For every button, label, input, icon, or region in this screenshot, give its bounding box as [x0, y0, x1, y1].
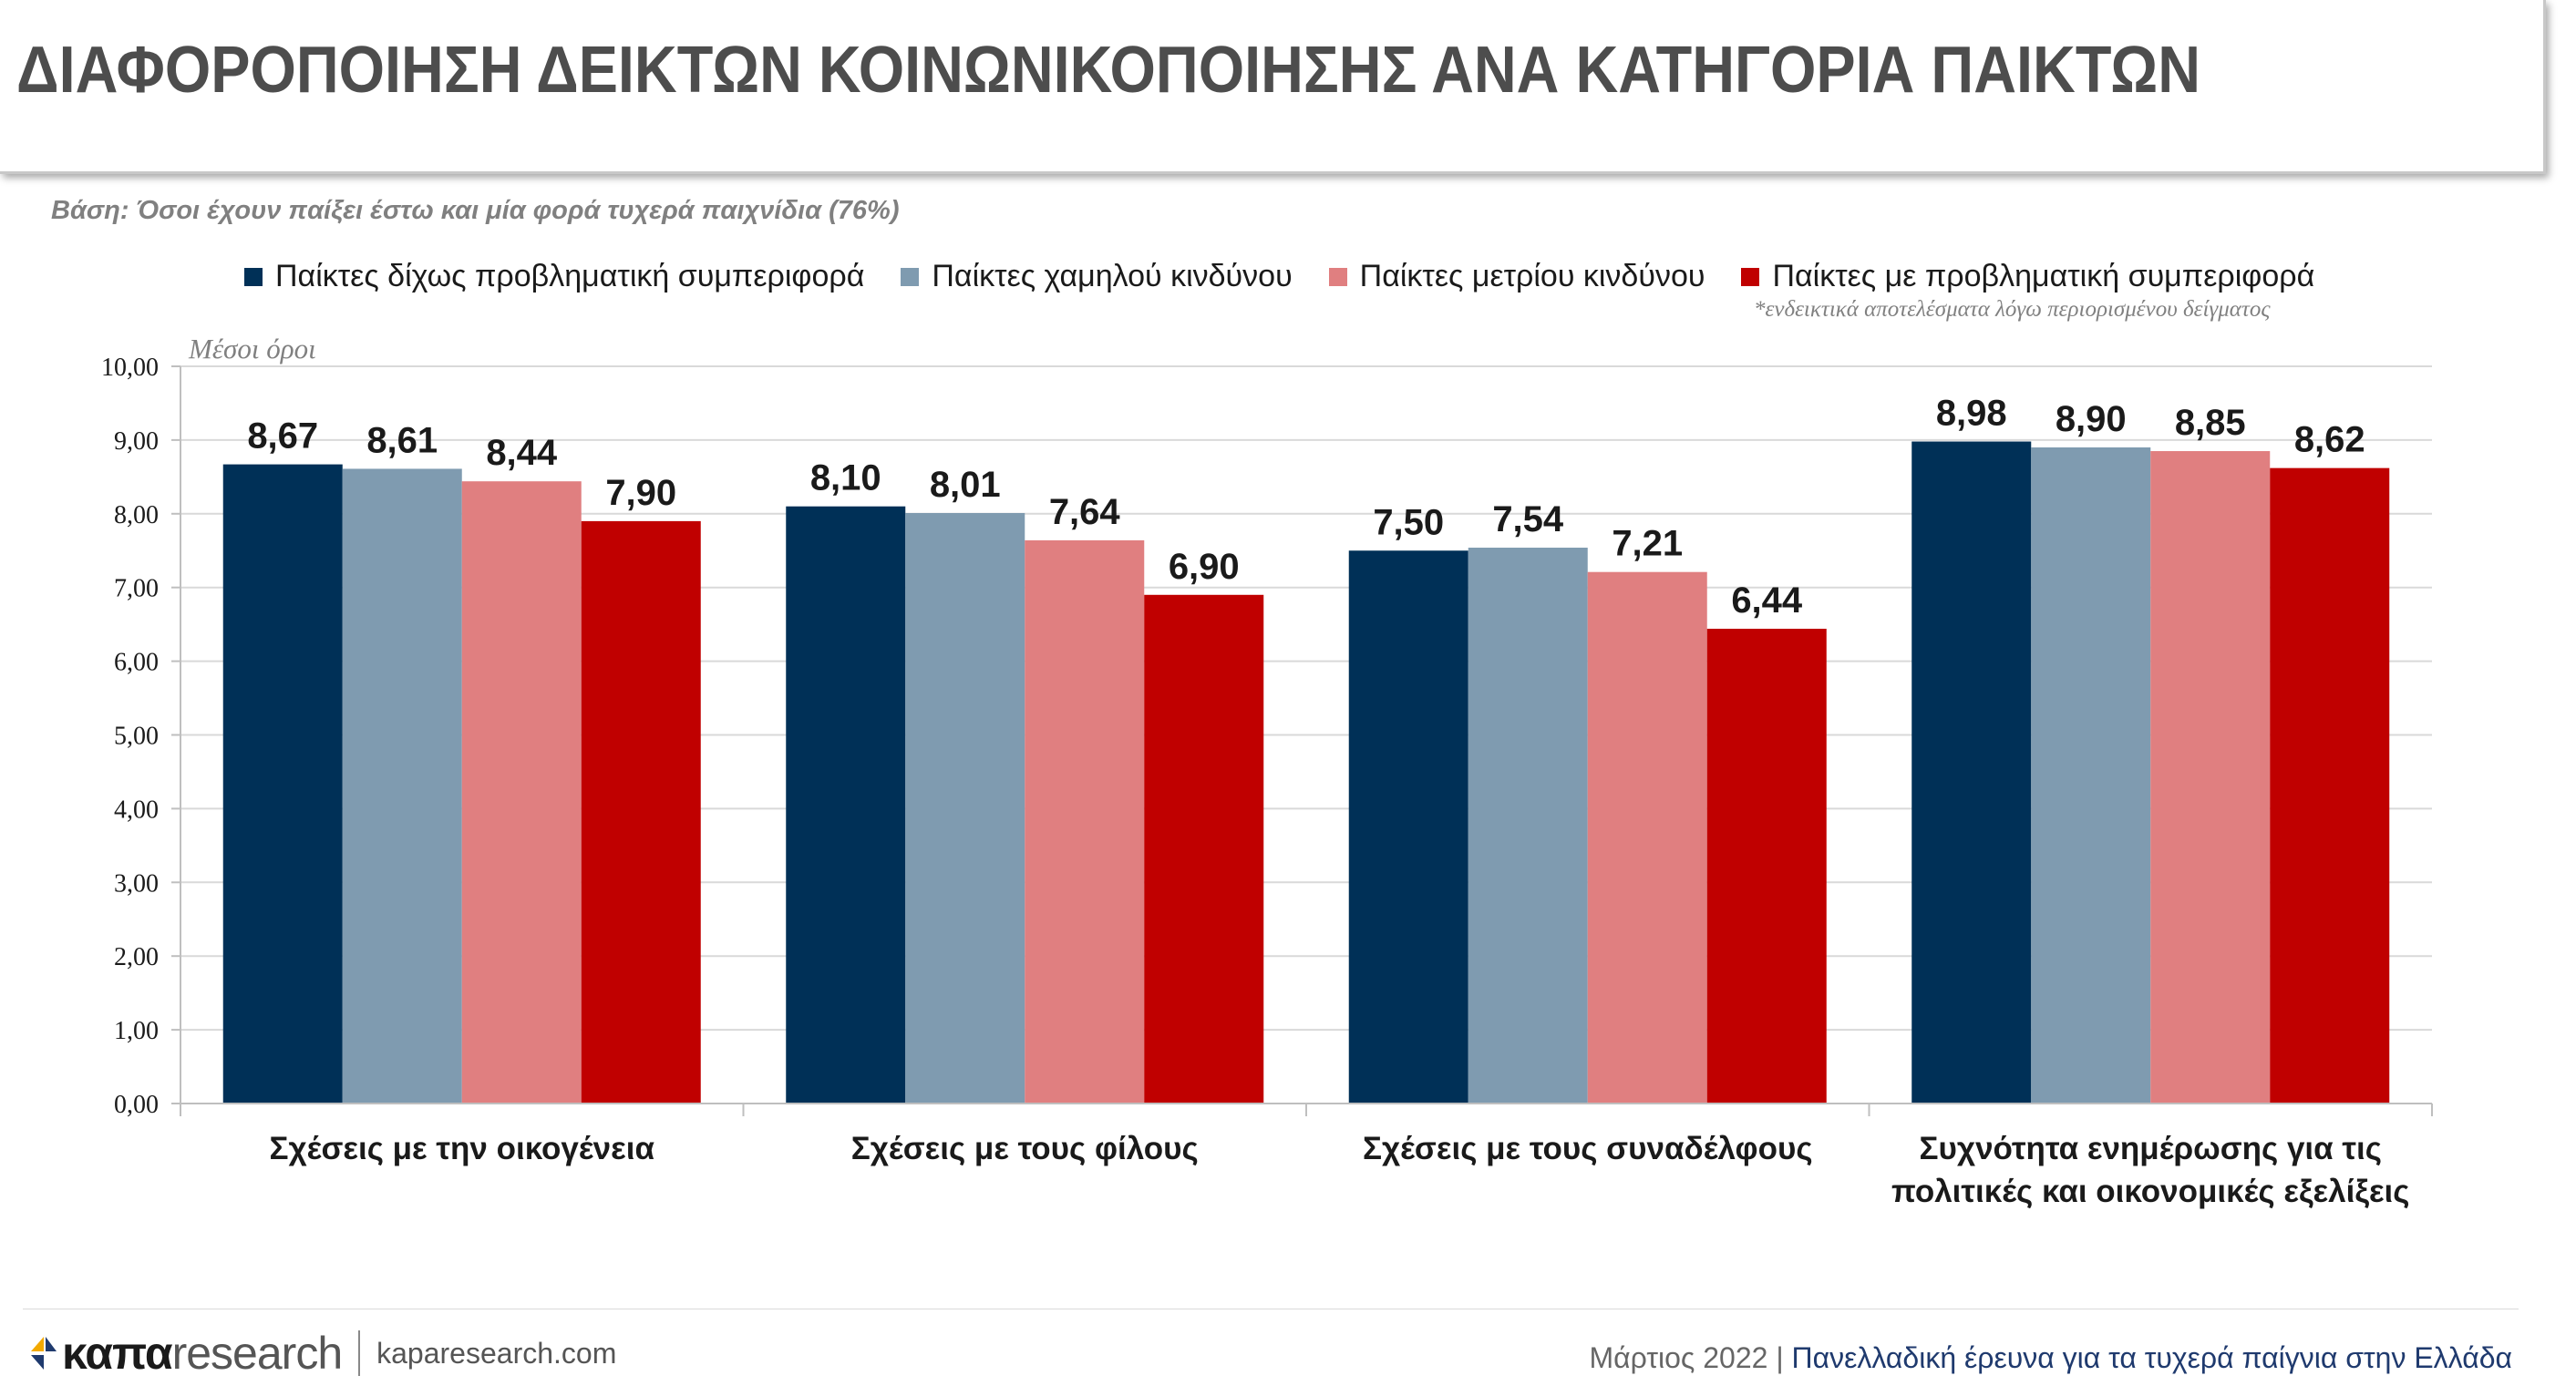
y-tick-label: 5,00 — [114, 723, 159, 751]
category-label: πολιτικές και οικονομικές εξελίξεις — [1891, 1174, 2409, 1209]
bar — [581, 520, 701, 1104]
bar — [2270, 467, 2390, 1104]
data-label: 8,62 — [2294, 420, 2365, 460]
bar — [1587, 571, 1707, 1104]
data-label: 8,01 — [930, 465, 1001, 505]
data-label: 8,98 — [1936, 394, 2007, 434]
y-tick-label: 9,00 — [114, 427, 159, 456]
y-axis-label: Μέσοι όροι — [188, 333, 316, 364]
y-tick-label: 7,00 — [114, 575, 159, 603]
legend-label: Παίκτες μετρίου κινδύνου — [1359, 259, 1705, 293]
bar — [905, 512, 1025, 1104]
data-label: 7,90 — [605, 473, 676, 513]
bar — [1468, 548, 1588, 1104]
data-label: 8,85 — [2175, 403, 2246, 443]
logo-separator — [358, 1330, 361, 1376]
bar-chart: 0,00 1,00 2,00 3,00 4,00 5,00 6,00 7,00 8,00 9,00… — [101, 333, 2433, 1209]
bar — [1911, 441, 2032, 1104]
legend-swatch — [1328, 267, 1347, 286]
bar — [1348, 550, 1468, 1104]
y-tick-label: 1,00 — [114, 1017, 159, 1045]
footer-survey-title: Πανελλαδική έρευνα για τα τυχερά παίγνια… — [1791, 1341, 2512, 1374]
data-label: 7,21 — [1612, 524, 1683, 564]
chart-legend: Παίκτες δίχως προβληματική συμπεριφορά Πα… — [244, 259, 2314, 294]
bar — [786, 506, 906, 1104]
title-banner: ΔΙΑΦΟΡΟΠΟΙΗΣΗ ΔΕΙΚΤΩΝ ΚΟΙΝΩΝΙΚΟΠΟΙΗΣΗΣ Α… — [0, 0, 2546, 174]
legend-item: Παίκτες με προβληματική συμπεριφορά — [1741, 259, 2314, 294]
y-tick-label: 4,00 — [114, 796, 159, 824]
page-title: ΔΙΑΦΟΡΟΠΟΙΗΣΗ ΔΕΙΚΤΩΝ ΚΟΙΝΩΝΙΚΟΠΟΙΗΣΗΣ Α… — [16, 34, 2200, 107]
y-tick-label: 2,00 — [114, 943, 159, 971]
bar — [1025, 539, 1145, 1104]
category-label: Σχέσεις με την οικογένεια — [270, 1131, 655, 1166]
data-label: 8,61 — [366, 420, 438, 460]
category-label: Σχέσεις με τους φίλους — [851, 1131, 1199, 1166]
footer-website: kaparesearch.com — [376, 1336, 617, 1370]
bar — [461, 481, 582, 1104]
data-label: 8,90 — [2056, 399, 2127, 439]
y-tick-label: 8,00 — [114, 501, 159, 529]
data-label: 6,90 — [1169, 547, 1240, 587]
legend-item: Παίκτες χαμηλού κινδύνου — [901, 259, 1293, 294]
data-label: 8,10 — [810, 458, 881, 498]
legend-label: Παίκτες δίχως προβληματική συμπεριφορά — [275, 259, 865, 293]
data-label: 8,44 — [486, 433, 558, 473]
bar — [1706, 629, 1827, 1104]
y-tick-label: 0,00 — [114, 1091, 159, 1119]
y-tick-label: 6,00 — [114, 649, 159, 677]
y-tick-label: 10,00 — [101, 354, 159, 382]
data-label: 7,54 — [1492, 499, 1564, 539]
sample-note: *ενδεικτικά αποτελέσματα λόγω περιορισμέ… — [1754, 297, 2271, 322]
data-label: 7,50 — [1373, 502, 1444, 542]
bar — [2150, 451, 2271, 1104]
legend-item: Παίκτες δίχως προβληματική συμπεριφορά — [244, 259, 864, 294]
data-label: 7,64 — [1049, 492, 1121, 532]
bar — [222, 464, 343, 1104]
legend-swatch — [1741, 267, 1760, 286]
category-label: Σχέσεις με τους συναδέλφους — [1363, 1131, 1813, 1166]
bar — [342, 468, 462, 1104]
logo-mark-icon — [31, 1337, 57, 1370]
footer-info: Μάρτιος 2022 | Πανελλαδική έρευνα για τα… — [1589, 1341, 2512, 1375]
legend-swatch — [244, 267, 263, 286]
logo-wordmark: καπαresearch — [62, 1328, 343, 1379]
footer-date: Μάρτιος 2022 | — [1589, 1341, 1784, 1374]
data-label: 6,44 — [1731, 580, 1803, 621]
bar — [2031, 447, 2151, 1104]
y-tick-label: 3,00 — [114, 869, 159, 898]
category-label: Συχνότητα ενημέρωσης για τις — [1920, 1131, 2382, 1166]
legend-swatch — [901, 267, 920, 286]
bar — [1144, 594, 1264, 1104]
legend-item: Παίκτες μετρίου κινδύνου — [1328, 259, 1705, 294]
data-label: 8,67 — [247, 416, 318, 457]
legend-label: Παίκτες χαμηλού κινδύνου — [932, 259, 1293, 293]
base-note: Βάση: Όσοι έχουν παίξει έστω και μία φορ… — [51, 196, 900, 225]
kapa-research-logo: καπαresearch kaparesearch.com — [27, 1327, 616, 1380]
legend-label: Παίκτες με προβληματική συμπεριφορά — [1772, 259, 2315, 293]
